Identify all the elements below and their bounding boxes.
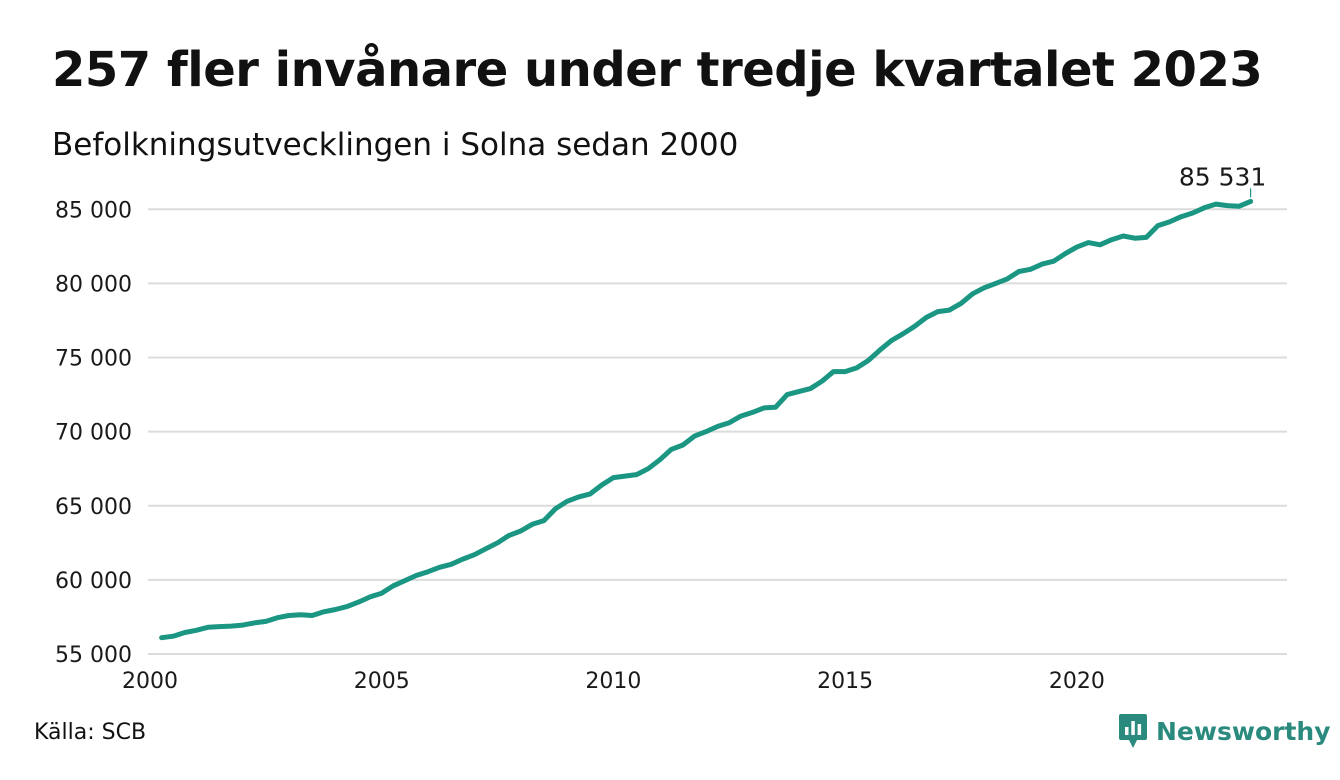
x-tick-label: 2000 <box>122 669 178 694</box>
y-axis: 55 000 60 000 65 000 70 000 75 000 80 000 85 0… <box>55 198 132 668</box>
grid-lines <box>148 208 1287 655</box>
chart-title: 257 fler invånare under tredje kvartalet… <box>52 42 1263 98</box>
end-value-label: 85 531 <box>1179 162 1266 191</box>
y-tick-label: 60 000 <box>55 569 132 594</box>
y-tick-label: 85 000 <box>55 198 132 223</box>
chart-subtitle: Befolkningsutvecklingen i Solna sedan 20… <box>52 127 739 163</box>
x-tick-label: 2015 <box>817 669 873 694</box>
source-note: Källa: SCB <box>34 720 147 745</box>
x-axis: 2000 2005 2010 2015 2020 <box>122 669 1105 694</box>
brand-name: Newsworthy <box>1156 717 1331 746</box>
y-tick-label: 55 000 <box>55 643 132 668</box>
y-tick-label: 75 000 <box>55 347 132 372</box>
y-tick-label: 65 000 <box>55 495 132 520</box>
y-tick-label: 70 000 <box>55 421 132 446</box>
x-tick-label: 2005 <box>354 669 410 694</box>
brand-logo[interactable]: Newsworthy <box>1118 712 1331 752</box>
x-tick-label: 2020 <box>1049 669 1105 694</box>
population-line <box>159 198 1254 641</box>
data-points <box>159 199 1253 640</box>
newsworthy-logo-icon <box>1119 714 1147 748</box>
x-tick-label: 2010 <box>585 669 641 694</box>
y-tick-label: 80 000 <box>55 272 132 297</box>
